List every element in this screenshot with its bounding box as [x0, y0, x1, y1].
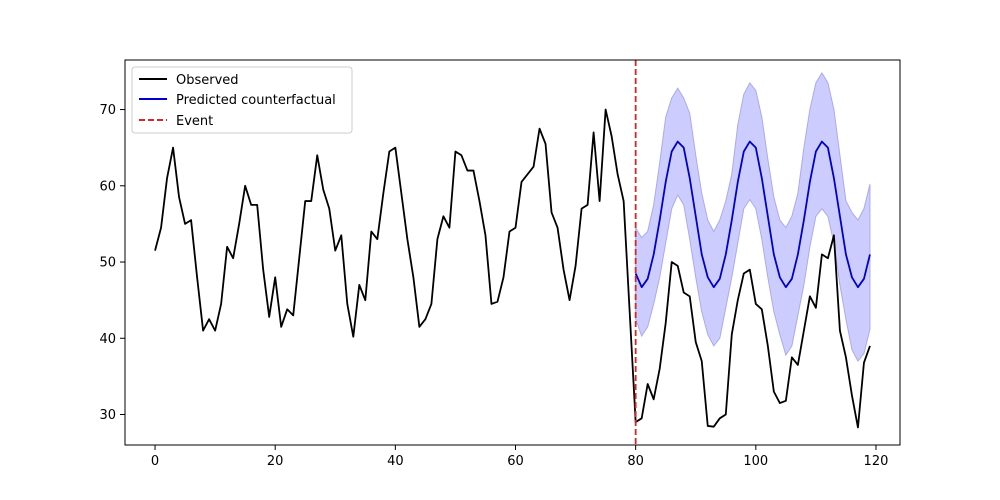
legend-box	[131, 66, 353, 134]
x-tick-label: 120	[864, 454, 889, 469]
y-tick-label: 70	[99, 103, 116, 118]
x-axis-ticks: 0 20 40 60 80 100 120	[151, 445, 888, 469]
y-axis-ticks: 30 40 50 60 70	[99, 103, 125, 423]
x-tick-label: 40	[387, 454, 404, 469]
x-tick-label: 20	[267, 454, 284, 469]
legend-event-label: Event	[176, 114, 213, 129]
x-tick-label: 100	[743, 454, 768, 469]
x-tick-label: 60	[507, 454, 524, 469]
series-lines-layer	[154, 108, 871, 429]
legend: Observed Predicted counterfactual Event	[131, 66, 353, 134]
predicted-counterfactual-line	[634, 140, 871, 289]
prediction-interval-band	[635, 71, 871, 363]
observed-series-line	[154, 108, 871, 429]
y-tick-label: 60	[99, 179, 116, 194]
legend-observed-label: Observed	[176, 73, 239, 88]
confidence-band-layer	[635, 71, 871, 363]
legend-predicted-label: Predicted counterfactual	[176, 93, 336, 108]
y-tick-label: 40	[99, 332, 116, 347]
x-tick-label: 0	[151, 454, 159, 469]
y-tick-label: 50	[99, 256, 116, 271]
plot-area-frame	[124, 59, 901, 446]
y-tick-label: 30	[99, 408, 116, 423]
x-tick-label: 80	[627, 454, 644, 469]
